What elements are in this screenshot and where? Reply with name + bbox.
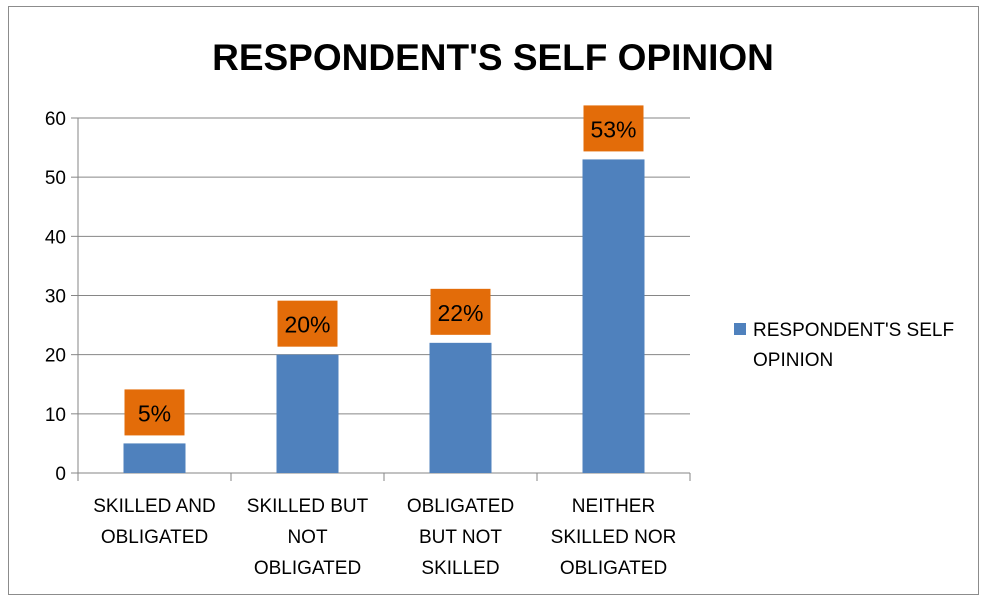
y-tick-label: 50 [45, 168, 66, 189]
chart-title: RESPONDENT'S SELF OPINION [212, 37, 774, 78]
data-label-box [124, 389, 185, 436]
bar [123, 443, 186, 473]
y-tick-labels: 0 10 20 30 40 50 60 [45, 109, 66, 485]
y-tick-label: 10 [45, 405, 66, 426]
legend-label: OPINION [753, 350, 833, 371]
data-labels: 5% 20% 22% 53% [124, 105, 644, 436]
bar [582, 159, 645, 473]
bars [123, 159, 645, 473]
x-category-label: SKILLED BUT [247, 496, 369, 517]
data-label: 22% [437, 300, 483, 326]
data-label: 53% [590, 116, 636, 142]
x-category-labels: SKILLED AND OBLIGATED SKILLED BUT NOT OBLIGA… [93, 496, 676, 579]
x-category-label: NOT [287, 527, 328, 548]
x-category-label: SKILLED [421, 558, 499, 579]
legend-swatch [734, 323, 746, 335]
bar [429, 342, 492, 473]
x-category-label: SKILLED NOR [551, 527, 677, 548]
x-category-label: OBLIGATED [101, 527, 208, 548]
data-label-box [430, 288, 491, 335]
y-tick-label: 40 [45, 227, 66, 248]
y-tick-label: 60 [45, 109, 66, 130]
x-category-label: NEITHER [572, 496, 655, 517]
y-tick-label: 0 [55, 464, 66, 485]
x-category-label: SKILLED AND [93, 496, 216, 517]
x-category-label: OBLIGATED [560, 558, 667, 579]
data-label: 5% [138, 400, 171, 426]
data-label-box [277, 300, 338, 347]
x-category-label: OBLIGATED [407, 496, 514, 517]
data-label-box [583, 105, 644, 152]
x-category-label: OBLIGATED [254, 558, 361, 579]
y-tick-label: 30 [45, 287, 66, 308]
data-label: 20% [284, 312, 330, 338]
legend-label: RESPONDENT'S SELF [753, 320, 954, 341]
x-category-label: BUT NOT [419, 527, 502, 548]
legend: RESPONDENT'S SELF OPINION [734, 320, 954, 371]
chart-frame [8, 6, 979, 595]
y-tick-label: 20 [45, 346, 66, 367]
bar [276, 354, 339, 473]
